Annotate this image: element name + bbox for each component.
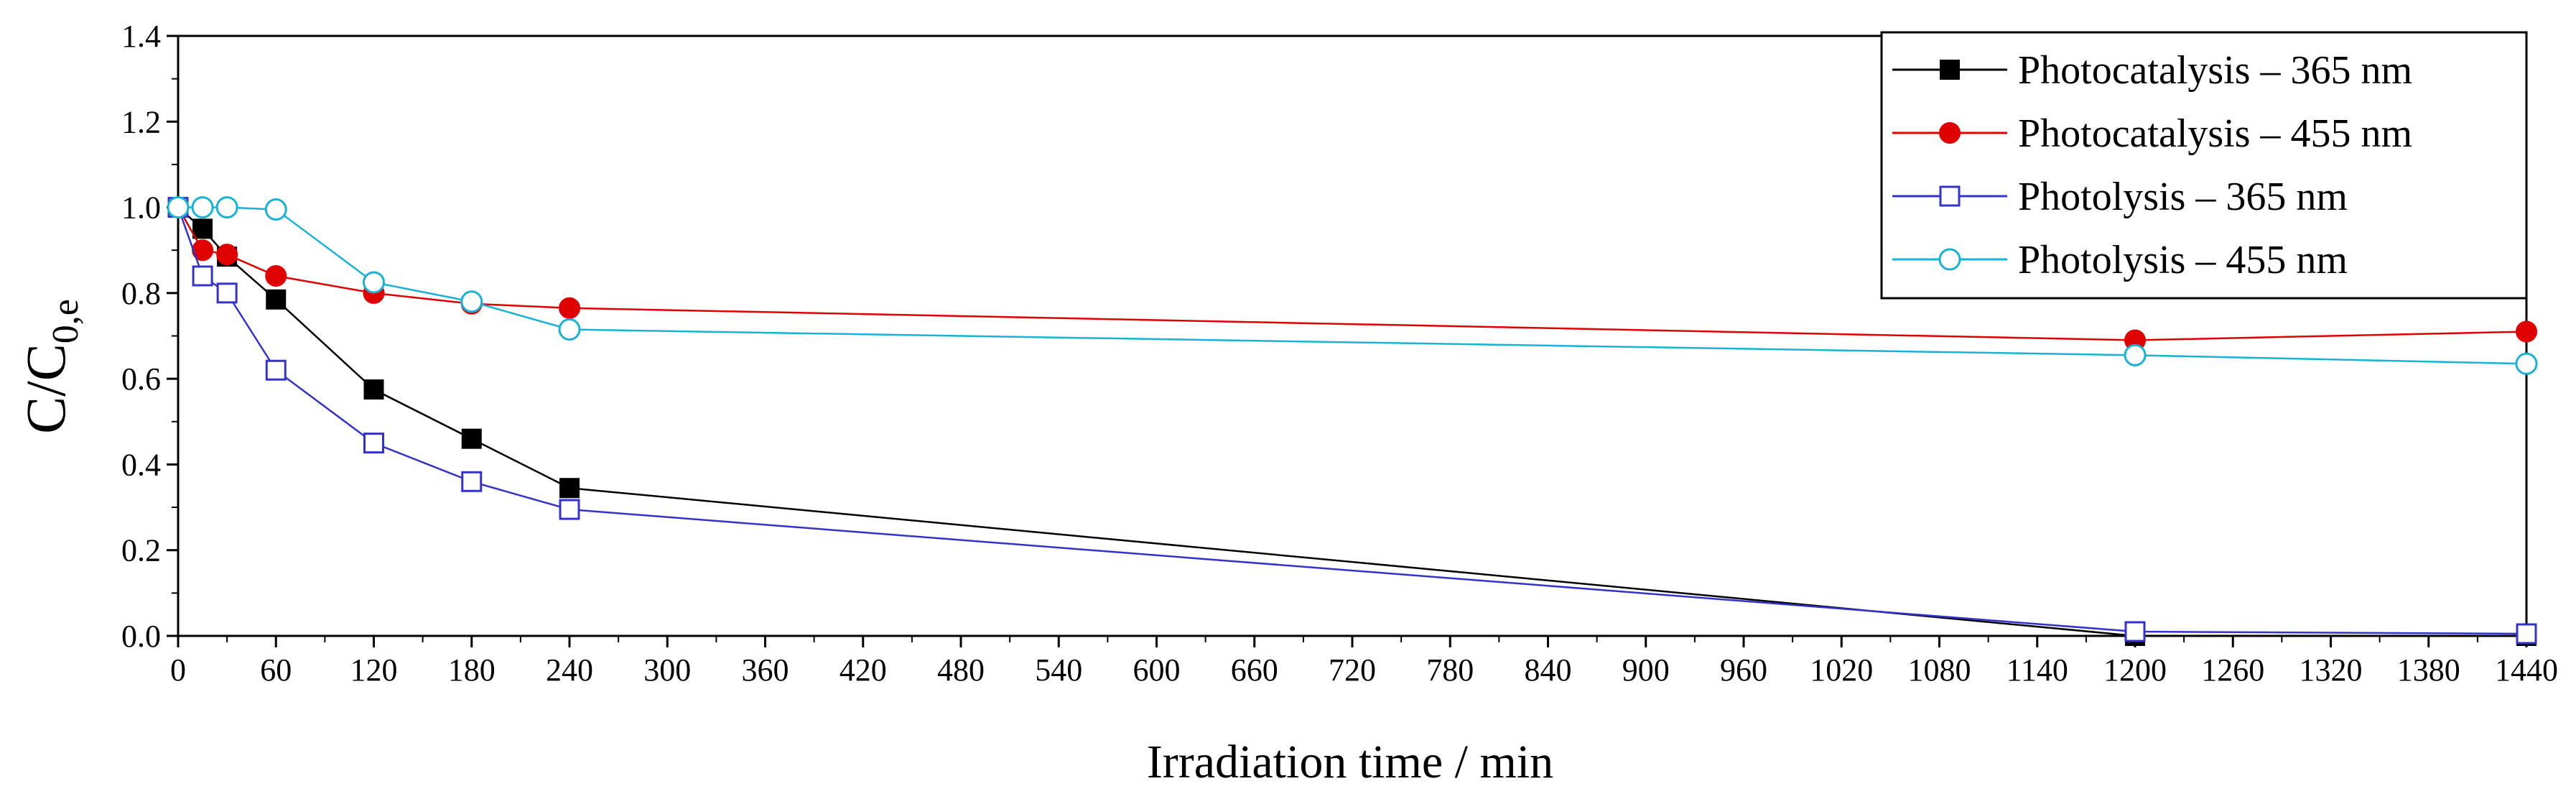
series-4 — [167, 196, 2538, 375]
data-point — [461, 471, 483, 492]
data-point — [559, 297, 580, 319]
x-tick-label: 1260 — [2201, 652, 2264, 688]
x-axis-title: Irradiation time / min — [1147, 736, 1553, 788]
x-tick-label: 60 — [260, 652, 292, 688]
y-axis-title-main: C/C — [14, 343, 77, 434]
x-tick-label: 120 — [350, 652, 398, 688]
data-point — [559, 478, 580, 499]
x-tick-label: 600 — [1133, 652, 1181, 688]
x-tick-label: 840 — [1525, 652, 1572, 688]
data-point — [2124, 343, 2147, 366]
y-axis-title-subscript: 0,e — [45, 299, 86, 343]
x-tick-label: 0 — [170, 652, 186, 688]
x-tick-label: 720 — [1329, 652, 1376, 688]
y-tick-label: 0.2 — [121, 533, 161, 568]
y-tick-label: 1.2 — [121, 104, 161, 139]
x-tick-label: 1200 — [2103, 652, 2167, 688]
legend-label: Photocatalysis – 455 nm — [2018, 111, 2412, 156]
data-point — [215, 196, 238, 219]
x-tick-label: 1020 — [1810, 652, 1873, 688]
legend-box — [1880, 31, 2528, 300]
legend-item: Photocatalysis – 365 nm — [1892, 48, 2412, 93]
legend-item: Photolysis – 455 nm — [1892, 238, 2348, 282]
x-tick-label: 360 — [742, 652, 789, 688]
x-tick-label: 660 — [1231, 652, 1278, 688]
x-tick-label: 240 — [546, 652, 593, 688]
y-tick-label: 0.4 — [121, 447, 161, 482]
x-tick-label: 1440 — [2495, 652, 2558, 688]
x-tick-label: 1140 — [2007, 652, 2068, 688]
data-point — [2516, 320, 2537, 343]
y-tick-label: 0.6 — [121, 361, 161, 397]
y-tick-label: 1.0 — [121, 190, 161, 226]
data-point — [265, 359, 287, 381]
legend-label: Photolysis – 365 nm — [2018, 175, 2348, 219]
data-point — [363, 433, 384, 454]
data-point — [216, 244, 238, 266]
legend-marker — [1939, 185, 1961, 207]
data-point — [264, 198, 287, 221]
series-group — [167, 196, 2538, 646]
x-tick-label: 1320 — [2300, 652, 2363, 688]
data-point — [191, 196, 214, 219]
y-tick-label: 0.8 — [121, 276, 161, 311]
data-point — [460, 290, 483, 313]
data-point — [266, 289, 287, 310]
legend-marker — [1940, 60, 1960, 80]
x-tick-label: 480 — [937, 652, 985, 688]
x-tick-label: 780 — [1426, 652, 1474, 688]
data-point — [461, 428, 482, 449]
legend: Photocatalysis – 365 nm Photocatalysis – … — [1880, 31, 2528, 300]
data-point — [2124, 621, 2146, 642]
x-tick-label: 180 — [448, 652, 496, 688]
x-tick-label: 1380 — [2397, 652, 2460, 688]
ticks: 0 60 120 180 240 300 360 420 480 540 600 660 720 780 8… — [121, 19, 2558, 688]
legend-label: Photolysis – 455 nm — [2018, 238, 2348, 282]
legend-label: Photocatalysis – 365 nm — [2018, 48, 2412, 93]
data-point — [216, 282, 238, 304]
x-tick-label: 1080 — [1908, 652, 1971, 688]
data-point — [192, 218, 213, 239]
data-point — [558, 318, 581, 341]
x-tick-label: 540 — [1035, 652, 1082, 688]
series-3 — [167, 197, 2537, 645]
data-point — [363, 271, 385, 294]
data-point — [2515, 352, 2538, 375]
legend-item: Photolysis – 365 nm — [1892, 175, 2348, 219]
data-point — [363, 379, 384, 400]
x-tick-label: 420 — [840, 652, 887, 688]
legend-item: Photocatalysis – 455 nm — [1892, 111, 2412, 156]
data-point — [192, 265, 213, 287]
x-tick-label: 900 — [1622, 652, 1670, 688]
data-point — [167, 196, 190, 219]
legend-marker — [1938, 248, 1961, 271]
legend-marker — [1939, 122, 1961, 144]
y-tick-label: 1.4 — [121, 19, 161, 54]
data-point — [265, 265, 287, 287]
y-tick-label: 0.0 — [121, 619, 161, 654]
x-tick-label: 300 — [643, 652, 691, 688]
data-point — [2516, 623, 2537, 645]
x-tick-label: 960 — [1720, 652, 1767, 688]
y-axis-title: C/C0,e — [14, 299, 86, 434]
data-point — [559, 499, 580, 520]
